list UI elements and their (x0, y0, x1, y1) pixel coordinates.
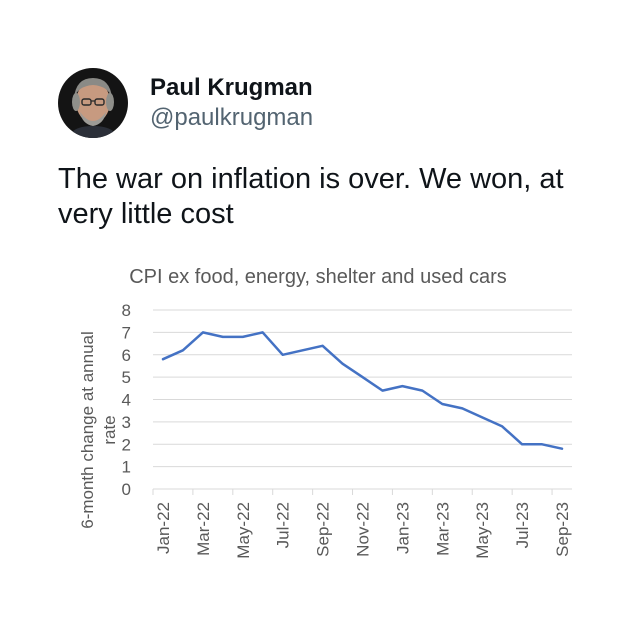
x-tick-label: Mar-23 (433, 502, 452, 556)
x-tick-label: May-22 (234, 502, 253, 559)
x-tick-label: Jan-23 (393, 502, 412, 554)
tweet-header: Paul Krugman @paulkrugman (58, 68, 313, 138)
x-tick-label: Mar-22 (194, 502, 213, 556)
display-name[interactable]: Paul Krugman (150, 74, 313, 101)
x-tick-label: Sep-23 (553, 502, 572, 557)
x-tick-label: Nov-22 (354, 502, 373, 557)
series-line (161, 331, 564, 450)
avatar-image (58, 68, 128, 138)
y-tick-label: 7 (122, 323, 131, 342)
x-tick-label: Jan-22 (154, 502, 173, 554)
user-handle[interactable]: @paulkrugman (150, 104, 314, 131)
y-tick-label: 5 (122, 368, 131, 387)
y-tick-label: 2 (122, 435, 131, 454)
y-tick-label: 8 (122, 301, 131, 320)
tweet-text: The war on inflation is over. We won, at… (58, 163, 564, 230)
avatar[interactable] (58, 68, 128, 138)
y-axis-label: 6-month change at annual (78, 331, 97, 529)
x-tick-label: Jul-22 (274, 502, 293, 548)
y-tick-label: 6 (122, 346, 131, 365)
tweet-author: Paul Krugman @paulkrugman (150, 73, 313, 133)
y-tick-label: 3 (122, 413, 131, 432)
y-tick-label: 0 (122, 480, 131, 499)
y-tick-label: 4 (122, 391, 131, 410)
x-tick-label: Sep-22 (314, 502, 333, 557)
chart-title: CPI ex food, energy, shelter and used ca… (129, 266, 507, 288)
y-tick-label: 1 (122, 458, 131, 477)
x-tick-label: May-23 (473, 502, 492, 559)
x-tick-label: Jul-23 (513, 502, 532, 548)
y-axis-label: rate (100, 415, 119, 444)
